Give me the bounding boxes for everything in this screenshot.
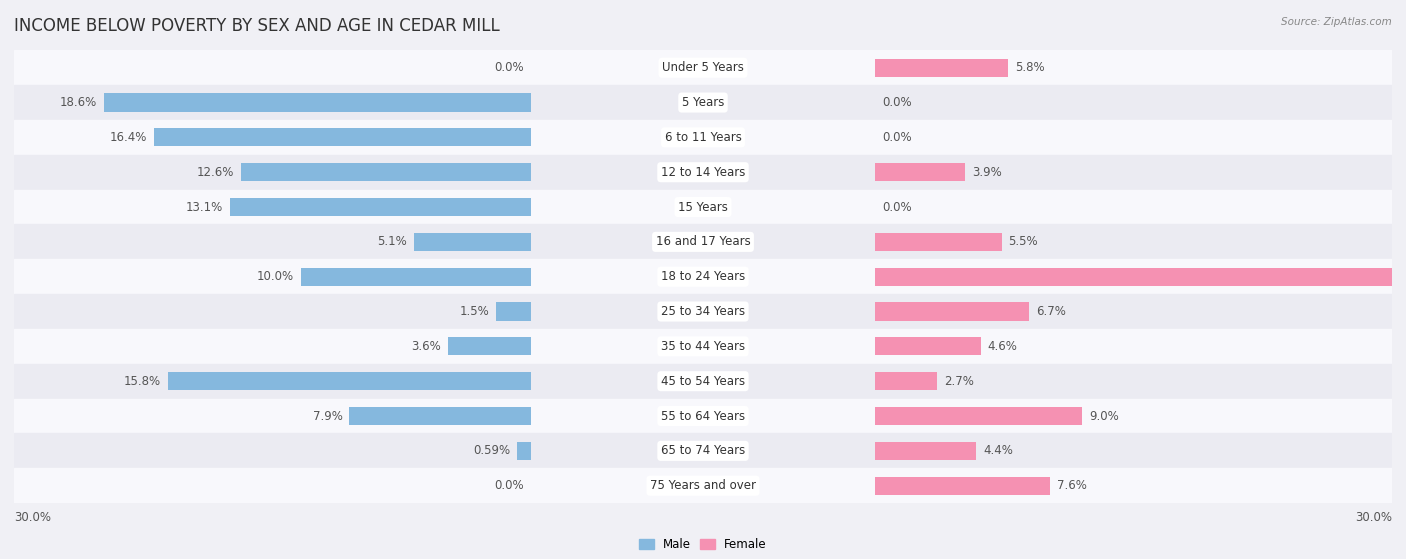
- Text: 2.7%: 2.7%: [945, 375, 974, 388]
- Text: 0.0%: 0.0%: [495, 479, 524, 492]
- Text: 15 Years: 15 Years: [678, 201, 728, 214]
- Text: 18.6%: 18.6%: [59, 96, 97, 109]
- Bar: [14, 85, 1392, 120]
- Bar: [14, 50, 1392, 85]
- Text: 5.8%: 5.8%: [1015, 61, 1045, 74]
- Text: 7.9%: 7.9%: [312, 410, 343, 423]
- Bar: [14, 155, 1392, 190]
- Text: 3.9%: 3.9%: [972, 165, 1001, 179]
- Text: 35 to 44 Years: 35 to 44 Years: [661, 340, 745, 353]
- Text: 12 to 14 Years: 12 to 14 Years: [661, 165, 745, 179]
- Text: 30.0%: 30.0%: [1355, 511, 1392, 524]
- Bar: [104, 93, 531, 112]
- Text: 30.0%: 30.0%: [14, 511, 51, 524]
- Bar: [875, 302, 1029, 321]
- Text: 9.0%: 9.0%: [1088, 410, 1119, 423]
- Text: 4.6%: 4.6%: [988, 340, 1018, 353]
- Legend: Male, Female: Male, Female: [634, 534, 772, 556]
- Text: 12.6%: 12.6%: [197, 165, 235, 179]
- Text: 5 Years: 5 Years: [682, 96, 724, 109]
- Bar: [14, 433, 1392, 468]
- Bar: [875, 268, 1406, 286]
- Bar: [14, 329, 1392, 364]
- Text: 16.4%: 16.4%: [110, 131, 148, 144]
- Text: 0.0%: 0.0%: [882, 201, 911, 214]
- Text: Under 5 Years: Under 5 Years: [662, 61, 744, 74]
- Bar: [14, 399, 1392, 433]
- Bar: [349, 407, 531, 425]
- Bar: [875, 163, 965, 181]
- Bar: [14, 364, 1392, 399]
- Text: 5.5%: 5.5%: [1008, 235, 1038, 248]
- Text: 6.7%: 6.7%: [1036, 305, 1066, 318]
- Text: 0.0%: 0.0%: [882, 96, 911, 109]
- Bar: [14, 468, 1392, 503]
- Bar: [875, 407, 1083, 425]
- Text: 0.0%: 0.0%: [882, 131, 911, 144]
- Bar: [301, 268, 531, 286]
- Bar: [14, 120, 1392, 155]
- Bar: [449, 337, 531, 356]
- Text: 18 to 24 Years: 18 to 24 Years: [661, 270, 745, 283]
- Text: 1.5%: 1.5%: [460, 305, 489, 318]
- Bar: [14, 190, 1392, 225]
- Bar: [14, 225, 1392, 259]
- Text: 55 to 64 Years: 55 to 64 Years: [661, 410, 745, 423]
- Bar: [496, 302, 531, 321]
- Text: 0.0%: 0.0%: [495, 61, 524, 74]
- Bar: [875, 337, 981, 356]
- Text: 7.6%: 7.6%: [1057, 479, 1087, 492]
- Text: 5.1%: 5.1%: [377, 235, 406, 248]
- Bar: [155, 129, 531, 146]
- Bar: [875, 59, 1008, 77]
- Text: 3.6%: 3.6%: [412, 340, 441, 353]
- Bar: [14, 294, 1392, 329]
- Text: INCOME BELOW POVERTY BY SEX AND AGE IN CEDAR MILL: INCOME BELOW POVERTY BY SEX AND AGE IN C…: [14, 17, 499, 35]
- Bar: [875, 233, 1001, 251]
- Bar: [875, 372, 938, 390]
- Text: 65 to 74 Years: 65 to 74 Years: [661, 444, 745, 457]
- Text: Source: ZipAtlas.com: Source: ZipAtlas.com: [1281, 17, 1392, 27]
- Bar: [167, 372, 531, 390]
- Bar: [231, 198, 531, 216]
- Bar: [875, 477, 1050, 495]
- Bar: [242, 163, 531, 181]
- Bar: [413, 233, 531, 251]
- Text: 4.4%: 4.4%: [983, 444, 1014, 457]
- Text: 75 Years and over: 75 Years and over: [650, 479, 756, 492]
- Bar: [517, 442, 531, 460]
- Text: 6 to 11 Years: 6 to 11 Years: [665, 131, 741, 144]
- Bar: [875, 442, 976, 460]
- Text: 25 to 34 Years: 25 to 34 Years: [661, 305, 745, 318]
- Bar: [14, 259, 1392, 294]
- Text: 15.8%: 15.8%: [124, 375, 162, 388]
- Text: 13.1%: 13.1%: [186, 201, 224, 214]
- Text: 45 to 54 Years: 45 to 54 Years: [661, 375, 745, 388]
- Text: 16 and 17 Years: 16 and 17 Years: [655, 235, 751, 248]
- Text: 0.59%: 0.59%: [474, 444, 510, 457]
- Text: 10.0%: 10.0%: [257, 270, 294, 283]
